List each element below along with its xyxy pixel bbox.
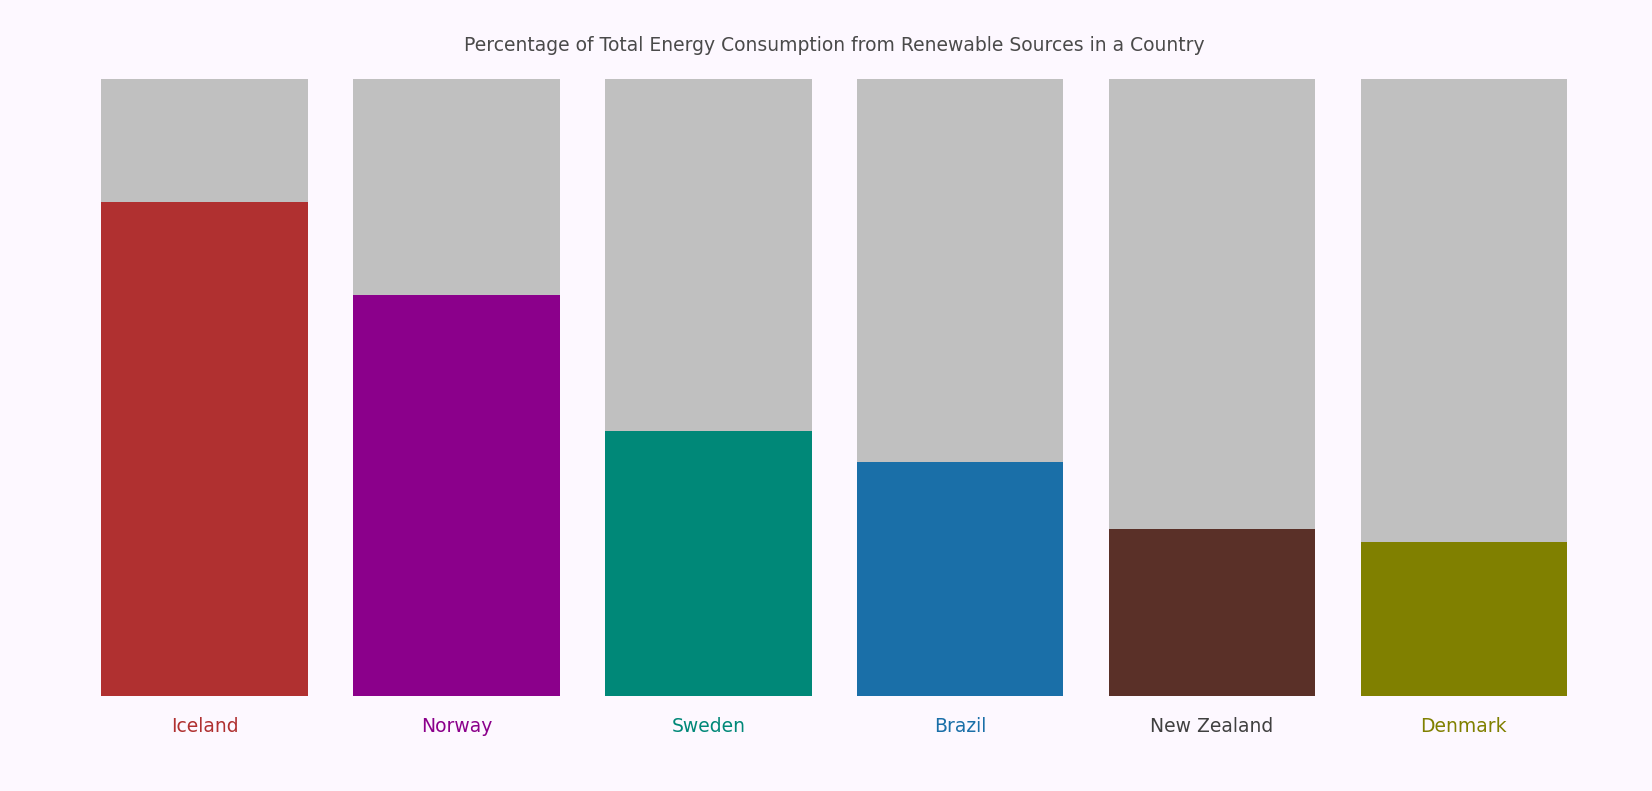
Bar: [857, 462, 1064, 696]
Bar: [354, 295, 560, 696]
Bar: [354, 79, 560, 295]
Bar: [857, 79, 1064, 462]
Bar: [1108, 79, 1315, 529]
Bar: [101, 202, 307, 696]
Bar: [1108, 529, 1315, 696]
Bar: [1361, 542, 1568, 696]
Bar: [1361, 79, 1568, 542]
Bar: [605, 431, 811, 696]
Bar: [101, 79, 307, 202]
Bar: [605, 79, 811, 431]
Title: Percentage of Total Energy Consumption from Renewable Sources in a Country: Percentage of Total Energy Consumption f…: [464, 36, 1204, 55]
